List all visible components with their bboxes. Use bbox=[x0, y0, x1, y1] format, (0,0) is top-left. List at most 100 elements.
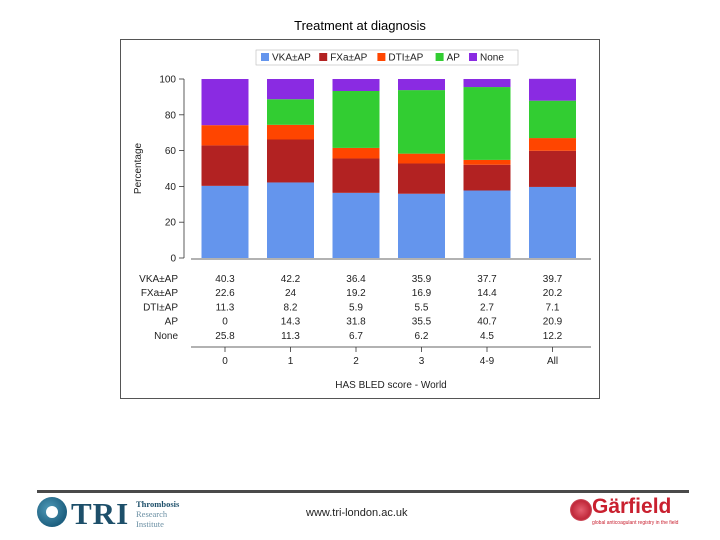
table-cell: 0 bbox=[222, 317, 228, 328]
table-cell: 37.7 bbox=[477, 274, 497, 285]
tri-logo-text: TRI bbox=[71, 496, 130, 531]
x-tick-label: 2 bbox=[353, 356, 359, 367]
legend-swatch bbox=[435, 53, 444, 61]
bar-segment bbox=[529, 186, 576, 258]
table-cell: 25.8 bbox=[215, 331, 235, 342]
bar-segment bbox=[201, 185, 249, 258]
legend-swatch bbox=[469, 53, 477, 61]
bar-segment bbox=[267, 99, 314, 125]
table-cell: 19.2 bbox=[346, 288, 366, 299]
table-row-label: AP bbox=[165, 317, 179, 328]
tri-sub-line: Thrombosis bbox=[136, 499, 180, 509]
table-cell: 14.4 bbox=[477, 288, 497, 299]
table-cell: 24 bbox=[285, 288, 297, 299]
table-cell: 12.2 bbox=[543, 331, 563, 342]
bar-segment bbox=[529, 138, 576, 151]
bar-segment bbox=[201, 79, 249, 126]
table-cell: 31.8 bbox=[346, 317, 366, 328]
bar-segment bbox=[267, 124, 314, 140]
bar-segment bbox=[529, 150, 576, 187]
y-axis-label: Percentage bbox=[133, 142, 144, 194]
legend-swatch bbox=[319, 53, 328, 61]
y-tick-label: 60 bbox=[165, 146, 177, 157]
table-cell: 22.6 bbox=[215, 288, 235, 299]
y-tick-label: 20 bbox=[165, 218, 177, 229]
slide-title: Treatment at diagnosis bbox=[294, 18, 426, 33]
tri-logo: TRI Thrombosis Research Institute bbox=[37, 496, 207, 531]
table-row-label: VKA±AP bbox=[139, 274, 178, 285]
garfield-logo: Gärfield global anticoagulant registry i… bbox=[568, 495, 688, 530]
legend-label: DTI±AP bbox=[388, 53, 423, 64]
legend-label: FXa±AP bbox=[330, 53, 367, 64]
garfield-logo-text: Gärfield bbox=[592, 495, 672, 518]
table-cell: 35.9 bbox=[412, 274, 432, 285]
table-row-label: FXa±AP bbox=[141, 288, 178, 299]
table-cell: 42.2 bbox=[281, 274, 301, 285]
legend-swatch bbox=[261, 53, 269, 61]
garfield-tagline: global anticoagulant registry in the fie… bbox=[592, 520, 679, 526]
bar-segment bbox=[398, 193, 445, 258]
bar-segment bbox=[398, 163, 445, 194]
bar-segment bbox=[267, 139, 314, 183]
bar-segment bbox=[267, 79, 314, 100]
bar-segment bbox=[463, 164, 511, 191]
footer-url[interactable]: www.tri-london.ac.uk bbox=[306, 507, 408, 519]
bar-segment bbox=[398, 153, 445, 164]
table-cell: 4.5 bbox=[480, 331, 494, 342]
bar-segment bbox=[463, 87, 511, 160]
bar-segment bbox=[398, 79, 445, 91]
tri-logo-subtitle: Thrombosis Research Institute bbox=[136, 499, 179, 529]
tri-sub-line: Institute bbox=[136, 519, 164, 529]
tri-sub-line: Research bbox=[136, 509, 168, 519]
table-cell: 7.1 bbox=[546, 302, 560, 313]
table-row-label: DTI±AP bbox=[143, 302, 178, 313]
legend-swatch bbox=[377, 53, 386, 61]
bar-segment bbox=[201, 125, 249, 146]
y-tick-label: 80 bbox=[165, 110, 177, 121]
bar-segment bbox=[463, 190, 511, 258]
table-cell: 5.9 bbox=[349, 302, 363, 313]
table-cell: 36.4 bbox=[346, 274, 366, 285]
bar-segment bbox=[332, 158, 380, 193]
table-cell: 39.7 bbox=[543, 274, 563, 285]
table-cell: 11.3 bbox=[216, 302, 235, 313]
x-tick-label: 1 bbox=[288, 356, 294, 367]
x-axis-label: HAS BLED score - World bbox=[335, 380, 447, 391]
bar-segment bbox=[398, 90, 445, 154]
table-row-label: None bbox=[154, 331, 178, 342]
table-cell: 35.5 bbox=[412, 317, 432, 328]
bar-segment bbox=[201, 145, 249, 186]
tri-logo-icon bbox=[37, 497, 67, 527]
y-tick-label: 40 bbox=[165, 182, 177, 193]
x-tick-label: 4-9 bbox=[480, 356, 495, 367]
bar-segment bbox=[332, 192, 380, 258]
bar-segment bbox=[529, 100, 576, 139]
table-cell: 40.7 bbox=[477, 317, 497, 328]
table-cell: 16.9 bbox=[412, 288, 432, 299]
bar-segment bbox=[463, 159, 511, 165]
footer-divider bbox=[37, 490, 689, 493]
table-cell: 20.9 bbox=[543, 317, 563, 328]
bar-segment bbox=[267, 182, 314, 258]
legend-label: None bbox=[480, 53, 504, 64]
x-tick-label: All bbox=[547, 356, 558, 367]
stacked-bar-chart: VKA±AP FXa±AP DTI±AP AP None020406080100Perc… bbox=[133, 49, 591, 391]
table-cell: 40.3 bbox=[215, 274, 235, 285]
bar-segment bbox=[332, 79, 380, 91]
y-tick-label: 100 bbox=[159, 75, 176, 86]
y-tick-label: 0 bbox=[170, 254, 176, 265]
table-cell: 11.3 bbox=[281, 331, 300, 342]
legend-label: AP bbox=[447, 53, 461, 64]
bar-segment bbox=[529, 78, 576, 101]
bar-segment bbox=[332, 90, 380, 148]
x-tick-label: 0 bbox=[222, 356, 228, 367]
table-cell: 5.5 bbox=[415, 302, 429, 313]
table-cell: 2.7 bbox=[480, 302, 494, 313]
table-cell: 20.2 bbox=[543, 288, 563, 299]
table-cell: 14.3 bbox=[281, 317, 301, 328]
legend-label: VKA±AP bbox=[272, 53, 311, 64]
table-cell: 6.2 bbox=[415, 331, 429, 342]
table-cell: 6.7 bbox=[349, 331, 363, 342]
chart-frame: VKA±AP FXa±AP DTI±AP AP None 0 20 40 60 80 100 Perc… bbox=[120, 39, 600, 399]
x-tick-label: 3 bbox=[419, 356, 425, 367]
